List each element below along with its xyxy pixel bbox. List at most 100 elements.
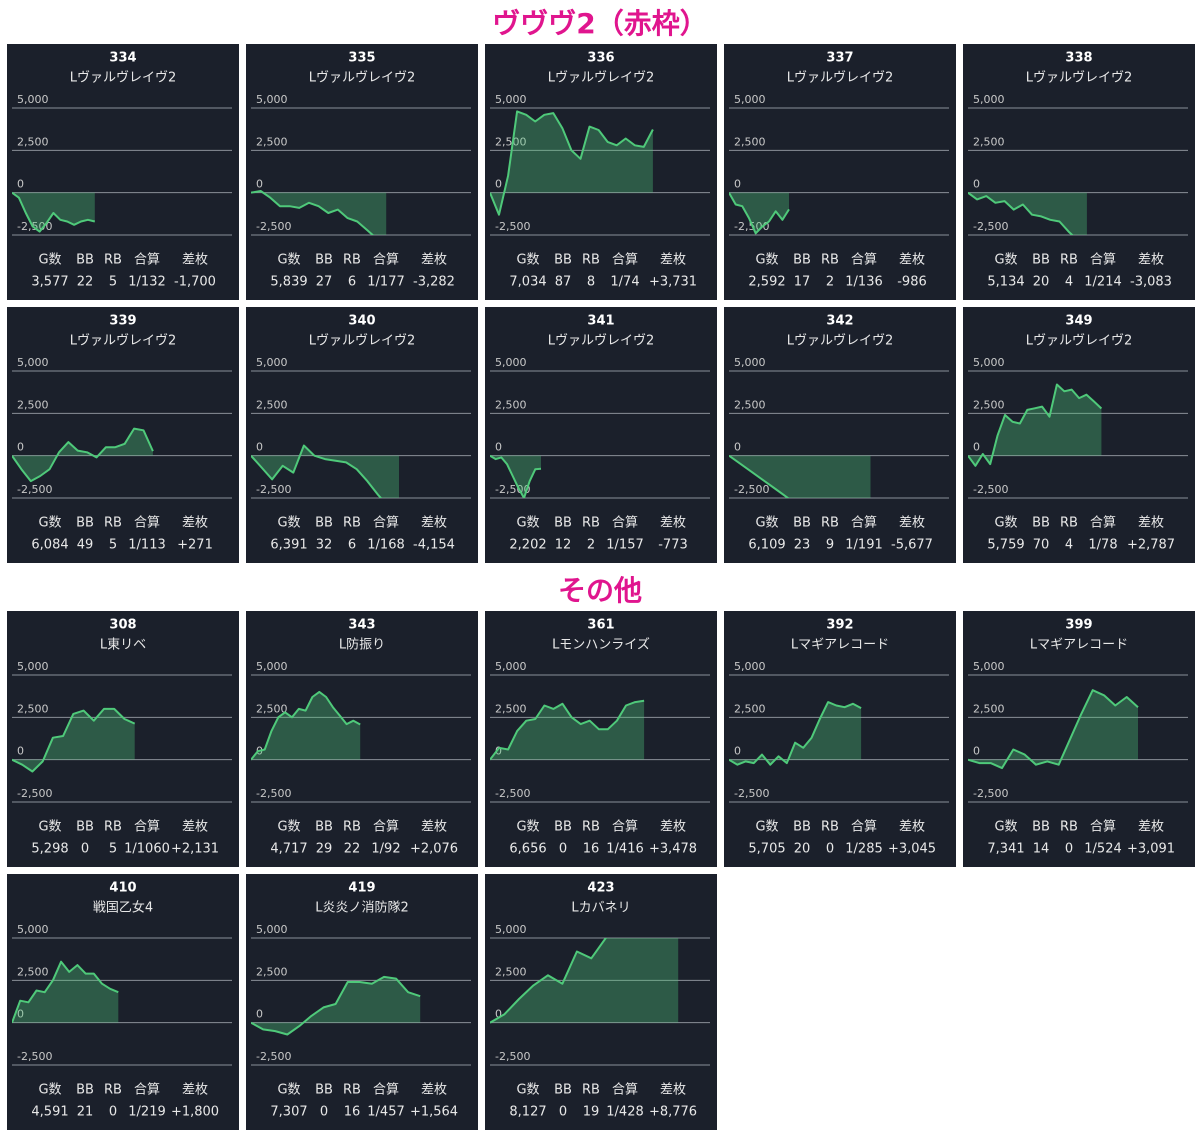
y-tick-label: 2,500	[973, 398, 1005, 411]
y-tick-label: 5,000	[973, 93, 1005, 106]
stat-header: BB	[315, 253, 333, 268]
stat-value: 6,391	[270, 538, 307, 553]
stat-value: 1/132	[128, 275, 165, 290]
area-fill	[12, 961, 119, 1023]
stat-header: G数	[277, 516, 300, 531]
stat-header: BB	[1032, 253, 1050, 268]
y-tick-label: 0	[495, 1008, 502, 1021]
y-tick-label: 0	[734, 178, 741, 191]
stat-header: 合算	[134, 516, 160, 531]
y-tick-label: 2,500	[256, 965, 288, 978]
y-tick-label: 0	[17, 441, 24, 454]
stat-value: 0	[320, 1105, 328, 1120]
stat-header: RB	[343, 253, 361, 268]
y-tick-label: 2,500	[17, 702, 49, 715]
line	[490, 110, 654, 216]
stat-value: 22	[344, 842, 361, 857]
machine-name: L東リベ	[100, 637, 146, 653]
y-tick-label: -2,500	[734, 787, 769, 800]
stat-value: 4	[1065, 538, 1073, 553]
stat-header: 合算	[612, 253, 638, 268]
area-fill	[12, 428, 153, 482]
stat-value: 32	[316, 538, 333, 553]
stat-header: RB	[104, 253, 122, 268]
stat-header: 合算	[851, 820, 877, 835]
stat-value: -1,700	[174, 275, 216, 290]
stat-header: 合算	[1090, 820, 1116, 835]
y-tick-label: 0	[495, 441, 502, 454]
stat-header: G数	[994, 516, 1017, 531]
y-tick-label: 0	[495, 178, 502, 191]
machine-number: 342	[826, 314, 853, 329]
panel: 334 Lヴァルヴレイヴ2 5,000 2,500 0 -2,500 G数 3,577 BB 22…	[7, 44, 239, 300]
y-tick-label: 2,500	[734, 398, 766, 411]
area-fill	[729, 192, 789, 234]
stat-value: +2,076	[410, 842, 458, 857]
stat-value: 5	[109, 275, 117, 290]
line	[251, 975, 421, 1036]
stat-value: -4,154	[413, 538, 455, 553]
stat-header: RB	[582, 1083, 600, 1098]
stat-value: 1/113	[128, 538, 165, 553]
stat-header: 差枚	[660, 516, 686, 531]
y-tick-label: -2,500	[973, 220, 1008, 233]
panel: 342 Lヴァルヴレイヴ2 5,000 2,500 0 -2,500 G数 6,109 BB 23…	[724, 307, 956, 563]
y-tick-label: 0	[973, 441, 980, 454]
line	[12, 427, 154, 483]
area-fill	[251, 691, 361, 760]
y-tick-label: 2,500	[256, 702, 288, 715]
panel-bg	[246, 611, 478, 867]
y-tick-label: 2,500	[495, 702, 527, 715]
stat-header: BB	[76, 253, 94, 268]
stat-header: 差枚	[182, 1083, 208, 1098]
y-tick-label: 0	[973, 745, 980, 758]
y-tick-label: 0	[256, 1008, 263, 1021]
stat-value: 2,592	[748, 275, 785, 290]
stat-header: BB	[315, 1083, 333, 1098]
stat-value: +3,478	[649, 842, 697, 857]
panel-bg	[724, 611, 956, 867]
stat-value: 1/136	[845, 275, 882, 290]
stat-value: 4,717	[270, 842, 307, 857]
stat-value: 4,591	[31, 1105, 68, 1120]
y-tick-label: 2,500	[256, 135, 288, 148]
machine-name: 戦国乙女4	[93, 900, 153, 916]
y-tick-label: -2,500	[973, 483, 1008, 496]
stat-value: 0	[826, 842, 834, 857]
stat-value: 5	[109, 538, 117, 553]
stat-header: G数	[755, 516, 778, 531]
stat-value: 1/177	[367, 275, 404, 290]
panel-bg	[246, 874, 478, 1130]
machine-number: 336	[587, 51, 614, 66]
line	[968, 689, 1139, 770]
line	[968, 191, 1074, 235]
y-tick-label: 2,500	[973, 135, 1005, 148]
panel: 392 Lマギアレコード 5,000 2,500 0 -2,500 G数 5,705 BB 20 R…	[724, 611, 956, 867]
stat-header: 差枚	[899, 516, 925, 531]
stat-header: 合算	[134, 1083, 160, 1098]
machine-number: 343	[348, 618, 375, 633]
stat-value: 5,705	[748, 842, 785, 857]
stat-header: RB	[104, 516, 122, 531]
stat-header: BB	[315, 516, 333, 531]
machine-name: Lカバネリ	[571, 901, 630, 916]
machine-name: Lヴァルヴレイヴ2	[309, 70, 416, 86]
panel-bg	[7, 44, 239, 300]
panel-bg	[485, 307, 717, 563]
stat-value: 5,298	[31, 842, 68, 857]
y-tick-label: 5,000	[256, 356, 288, 369]
stat-header: RB	[582, 516, 600, 531]
stat-value: 6,084	[31, 538, 68, 553]
stat-header: G数	[516, 820, 539, 835]
stat-header: RB	[821, 820, 839, 835]
stat-header: 差枚	[1138, 820, 1164, 835]
machine-number: 399	[1065, 618, 1092, 633]
y-tick-label: 0	[734, 441, 741, 454]
stat-value: 5,759	[987, 538, 1024, 553]
panel-bg	[724, 307, 956, 563]
stat-value: +2,131	[171, 842, 219, 857]
y-tick-label: -2,500	[495, 1050, 530, 1063]
line	[251, 190, 375, 235]
panel: 410 戦国乙女4 5,000 2,500 0 -2,500 G数 4,591 BB 21 RB 0 合…	[7, 874, 239, 1130]
stat-header: 合算	[612, 820, 638, 835]
